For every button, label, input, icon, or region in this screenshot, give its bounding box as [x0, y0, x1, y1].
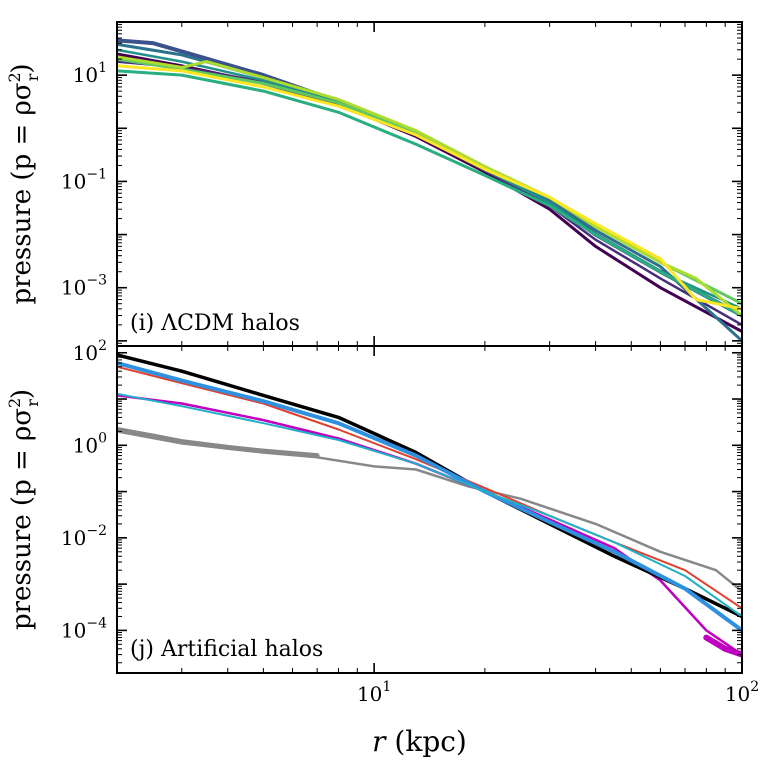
series-magenta-profile	[117, 394, 742, 656]
x-axis-label-unit: (kpc)	[386, 725, 467, 758]
x-axis-label: r (kpc)	[372, 725, 467, 758]
y-tick-label: 101	[73, 60, 107, 87]
x-tick-label: 101	[357, 679, 391, 706]
series-halo-1	[117, 52, 742, 333]
series-magenta-profile-tail	[703, 634, 742, 658]
y-axis-label-end: )	[7, 389, 37, 399]
y-axis-label-sub: r	[23, 73, 42, 81]
series-halo-2	[117, 60, 742, 327]
y-axis-label-sup: 2	[5, 398, 24, 408]
y-tick-label: 102	[73, 338, 107, 365]
y-axis-label: pressure (p = ρσ2r)	[5, 63, 42, 304]
y-axis-label: pressure (p = ρσ2r)	[5, 389, 42, 630]
panel-artificial-halos: 102 100 10−2 10−4 101 102 (j) Artificial halo…	[5, 338, 759, 758]
x-tick-label: 102	[725, 679, 759, 706]
panel-label: (i) ΛCDM halos	[130, 311, 300, 336]
y-axis-label-end: )	[7, 63, 37, 73]
series-cyan-profile	[117, 392, 742, 618]
panel-lcdm-halos: 101 10−1 10−3 (i) ΛCDM halos pressure (p =…	[5, 21, 743, 347]
y-tick-label: 10−1	[61, 166, 107, 193]
y-tick-label: 100	[73, 430, 107, 457]
y-tick-label: 10−2	[61, 523, 107, 550]
series-black-profile	[117, 353, 742, 619]
y-tick-label: 10−3	[61, 273, 107, 300]
series-halo-6	[117, 69, 742, 317]
y-tick-label: 10−4	[61, 615, 107, 642]
panel-frame	[116, 345, 743, 674]
series-halo-4	[117, 42, 742, 343]
x-axis-label-symbol: r	[372, 725, 387, 758]
y-axis-label-sup: 2	[5, 72, 24, 82]
y-axis-label-text: pressure (p = ρσ	[7, 82, 37, 304]
y-axis-label-sub: r	[23, 399, 42, 407]
series-blue-profile	[117, 361, 742, 633]
series-grey-profile	[117, 430, 742, 593]
series-grey-profile-thick	[117, 427, 320, 459]
y-axis-label-text: pressure (p = ρσ	[7, 408, 37, 630]
panel-label: (j) Artificial halos	[130, 637, 323, 662]
series-halo-8	[117, 55, 742, 317]
series-halo-9	[117, 64, 742, 311]
